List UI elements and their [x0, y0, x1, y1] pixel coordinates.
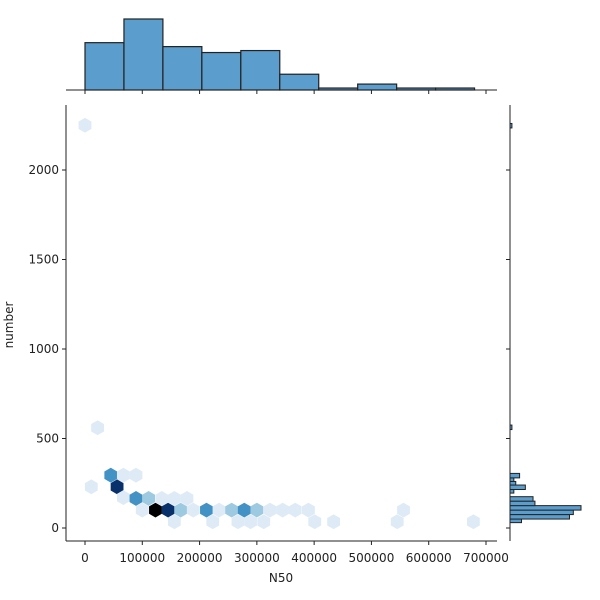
hexbin-cell	[250, 502, 264, 518]
x-tick-label: 0	[81, 551, 89, 565]
hexbin-cell	[116, 490, 130, 505]
y-histogram-bar	[509, 509, 574, 516]
hexbin-cell	[78, 117, 92, 133]
hexbin-cell	[237, 502, 251, 518]
hexbin-cell	[104, 467, 118, 483]
hexbin-cell	[116, 467, 130, 483]
y-axis-label: number	[2, 302, 16, 349]
y-histogram-bar	[509, 480, 517, 486]
hexbin-cell	[327, 514, 341, 530]
y-histogram-bar	[509, 496, 534, 502]
x-tick-label: 100000	[119, 551, 165, 565]
hexbin-layer	[78, 117, 480, 530]
hexbin-cell	[390, 514, 404, 530]
hexbin-cell	[155, 491, 169, 506]
y-histogram-bar	[509, 518, 523, 524]
axes	[65, 105, 497, 542]
hexbin-cell	[397, 502, 410, 518]
hexbin-cell	[167, 491, 181, 506]
x-tick-label: 600000	[406, 551, 452, 565]
y-tick-label: 0	[51, 521, 59, 535]
hexbin-cell	[91, 420, 105, 436]
hexbin-cell	[308, 514, 322, 530]
y-histogram-bar	[509, 477, 515, 482]
y-histogram-bar	[509, 514, 570, 520]
y-tick-label: 1000	[28, 342, 59, 356]
x-marginal-histogram	[66, 18, 497, 94]
x-histogram-bar	[84, 42, 125, 91]
y-histogram-bar	[509, 484, 526, 491]
hexbin-cell	[263, 502, 277, 518]
hexbin-cell	[129, 467, 143, 483]
hexbin-cell	[84, 479, 98, 495]
hexbin-cell	[206, 514, 220, 530]
hexbin-cell	[257, 514, 271, 530]
y-histogram-bar	[509, 472, 521, 479]
hexbin-cell	[466, 514, 480, 530]
x-histogram-bar	[240, 49, 281, 91]
hexbin-cell	[288, 502, 302, 518]
x-tick-label: 400000	[291, 551, 337, 565]
y-tick-label: 1500	[28, 253, 59, 267]
hexbin-cell	[135, 502, 149, 518]
x-histogram-bar	[279, 73, 320, 91]
hexbin-cell	[161, 502, 175, 518]
x-histogram-bar	[201, 51, 242, 91]
y-marginal-histogram	[506, 105, 582, 541]
x-axis-ticks: 0 100000 200000 300000 400000 500000 600000 700…	[81, 541, 509, 565]
hexbin-cell	[174, 502, 188, 518]
y-tick-label: 500	[36, 432, 59, 446]
hexbin-cell	[142, 491, 155, 506]
x-histogram-bar	[162, 46, 203, 91]
hexbin-cell	[129, 491, 143, 506]
hexbin-cell	[200, 502, 213, 518]
x-histogram-bar	[357, 83, 398, 91]
hexbin-cell	[212, 502, 226, 518]
y-histogram-bar	[509, 505, 582, 511]
hexbin-cell	[231, 514, 245, 530]
x-axis-label: N50	[269, 571, 293, 585]
hexbin-cell	[302, 502, 315, 518]
x-tick-label: 700000	[463, 551, 509, 565]
x-tick-label: 500000	[349, 551, 395, 565]
hexbin-cell	[167, 514, 181, 530]
y-histogram-bar	[509, 489, 515, 494]
hexbin-cell	[149, 502, 162, 518]
hexbin-cell	[244, 514, 257, 530]
x-histogram-bar	[123, 18, 164, 91]
hexbin-cell	[225, 502, 239, 518]
y-histogram-bar	[509, 500, 536, 507]
y-tick-label: 2000	[28, 163, 59, 177]
hexbin-cell	[276, 502, 290, 518]
hexbin-cell	[186, 502, 200, 518]
hexbin-cell	[180, 491, 194, 506]
hexbin-cell	[110, 479, 124, 495]
x-tick-label: 200000	[177, 551, 223, 565]
y-axis-ticks: 0 500 1000 1500 2000	[28, 163, 66, 535]
x-tick-label: 300000	[234, 551, 280, 565]
